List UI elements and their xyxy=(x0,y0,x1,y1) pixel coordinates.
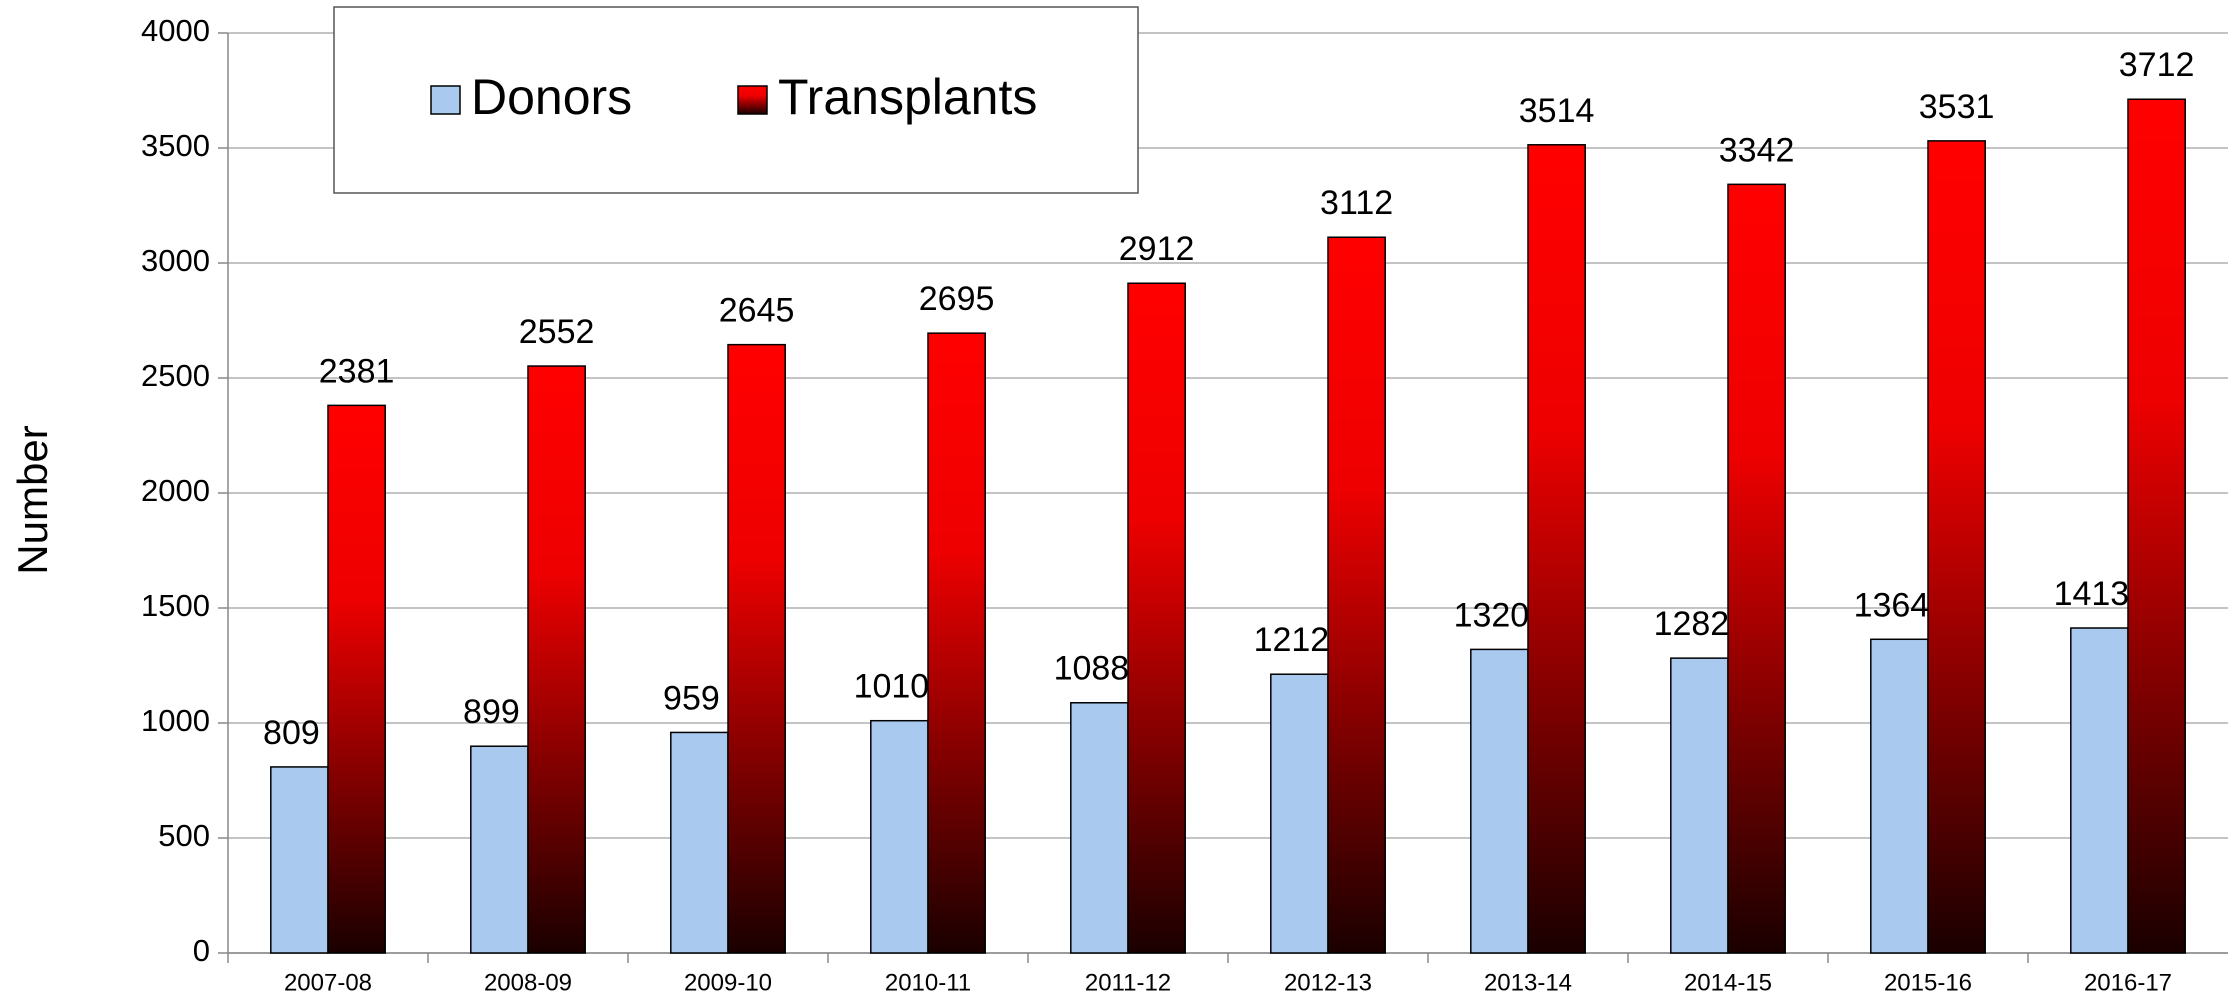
data-label: 2645 xyxy=(719,292,795,330)
data-label: 1282 xyxy=(1654,605,1730,643)
bar xyxy=(327,404,386,954)
y-axis-label: Number xyxy=(9,425,56,574)
data-label: 2552 xyxy=(519,313,595,351)
data-label: 1010 xyxy=(854,668,930,706)
x-tick-label: 2011-12 xyxy=(1085,969,1171,996)
x-tick-label: 2016-17 xyxy=(2084,969,2172,996)
x-tick-label: 2015-16 xyxy=(1884,969,1972,996)
data-label: 3712 xyxy=(2119,46,2195,84)
x-tick-label: 2009-10 xyxy=(684,969,772,996)
x-tick-label: 2007-08 xyxy=(284,969,372,996)
data-label: 1088 xyxy=(1054,650,1130,688)
y-tick-label: 500 xyxy=(158,818,210,853)
data-label: 2695 xyxy=(919,280,995,318)
y-tick-label: 0 xyxy=(193,933,210,968)
bar xyxy=(927,332,986,954)
bar xyxy=(1470,648,1529,954)
data-label: 3112 xyxy=(1320,184,1393,222)
x-tick-label: 2014-15 xyxy=(1684,969,1772,996)
bar xyxy=(870,719,929,954)
bar xyxy=(527,365,586,954)
x-tick-label: 2010-11 xyxy=(885,969,971,996)
bar xyxy=(1927,140,1986,954)
y-tick-label: 1000 xyxy=(141,703,210,738)
data-label: 1320 xyxy=(1454,596,1530,634)
data-label: 1212 xyxy=(1254,621,1330,659)
y-tick-label: 3500 xyxy=(141,128,210,163)
legend-label: Donors xyxy=(471,69,632,125)
x-tick-label: 2013-14 xyxy=(1484,969,1572,996)
data-label: 2381 xyxy=(319,352,395,390)
bar xyxy=(2070,627,2129,954)
bar xyxy=(1127,282,1186,954)
y-tick-label: 2500 xyxy=(141,358,210,393)
bar xyxy=(1870,638,1929,954)
y-tick-label: 1500 xyxy=(141,588,210,623)
bar xyxy=(1327,236,1386,954)
y-tick-label: 2000 xyxy=(141,473,210,508)
data-label: 3342 xyxy=(1719,131,1795,169)
data-label: 959 xyxy=(663,679,720,717)
bar xyxy=(727,343,786,954)
x-tick-label: 2012-13 xyxy=(1284,969,1372,996)
data-label: 3531 xyxy=(1919,88,1995,126)
data-label: 899 xyxy=(463,693,520,731)
x-tick-label: 2008-09 xyxy=(484,969,572,996)
data-label: 2912 xyxy=(1119,230,1195,268)
data-label: 3514 xyxy=(1519,92,1595,130)
legend-box xyxy=(333,6,1139,194)
bar xyxy=(470,745,529,954)
legend-swatch xyxy=(737,85,768,115)
y-tick-label: 3000 xyxy=(141,243,210,278)
bar xyxy=(1670,657,1729,954)
data-label: 1413 xyxy=(2054,575,2130,613)
bar xyxy=(1270,673,1329,954)
data-label: 1364 xyxy=(1854,586,1930,624)
legend-label: Transplants xyxy=(778,69,1037,125)
bar xyxy=(270,766,329,954)
y-tick-label: 4000 xyxy=(141,13,210,48)
bar xyxy=(2127,98,2186,954)
legend-swatch xyxy=(430,85,461,115)
bar xyxy=(1070,702,1129,954)
bar xyxy=(670,731,729,954)
data-label: 809 xyxy=(263,714,320,752)
bar xyxy=(1527,144,1586,954)
bar xyxy=(1727,183,1786,954)
